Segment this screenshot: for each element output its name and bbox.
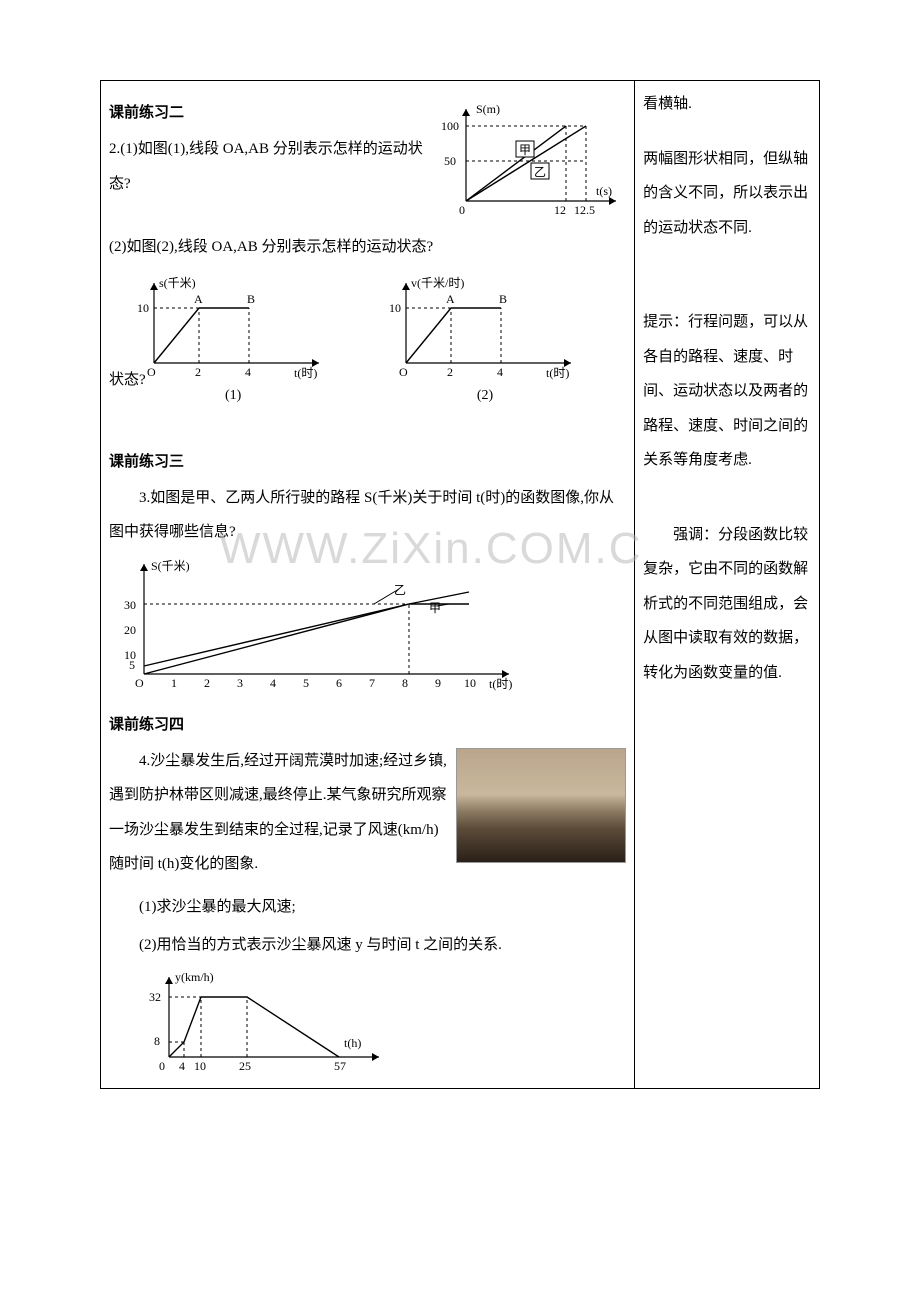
chart-top-s-m: S(m) t(s) 50 100 12 12.5 0 甲 乙: [436, 101, 626, 221]
svg-text:O: O: [147, 365, 156, 379]
axis-label-x: t(s): [596, 184, 612, 198]
svg-text:10: 10: [464, 676, 476, 690]
q-2-2: (2)如图(2),线段 OA,AB 分别表示怎样的运动状态?: [109, 230, 626, 265]
svg-text:25: 25: [239, 1059, 251, 1073]
svg-text:4: 4: [179, 1059, 185, 1073]
chart-s4: y(km/h) t(h) 0 4 10 25 57 8 32: [139, 967, 399, 1077]
side-note-1: 看横轴.: [643, 87, 811, 122]
svg-text:32: 32: [149, 990, 161, 1004]
svg-text:30: 30: [124, 598, 136, 612]
svg-text:乙: 乙: [534, 165, 546, 179]
side-note-3: 提示：行程问题，可以从各自的路程、速度、时间、运动状态以及两者的路程、速度、时间…: [643, 305, 811, 478]
axis-label-y: S(m): [476, 102, 500, 116]
main-layout-table: S(m) t(s) 50 100 12 12.5 0 甲 乙: [100, 80, 820, 1089]
svg-text:7: 7: [369, 676, 375, 690]
svg-text:甲: 甲: [429, 601, 441, 615]
chart-pair-right: v(千米/时) t(时) O 10 2 4 A B: [361, 273, 591, 383]
svg-text:甲: 甲: [519, 143, 531, 157]
svg-text:t(时): t(时): [546, 366, 569, 380]
x-ticks: 1 2 3 4 5 6 7 8 9 10: [171, 676, 476, 690]
chart-s3: S(千米) t(时) O 5 10 20 30 1 2 3 4 5 6 7 8 9 10 乙: [109, 554, 529, 694]
svg-text:100: 100: [441, 119, 459, 133]
svg-text:y(km/h): y(km/h): [175, 970, 214, 984]
svg-text:0: 0: [159, 1059, 165, 1073]
svg-text:t(时): t(时): [489, 677, 512, 691]
svg-text:9: 9: [435, 676, 441, 690]
q-3: 3.如图是甲、乙两人所行驶的路程 S(千米)关于时间 t(时)的函数图像,你从图…: [109, 481, 626, 550]
section-4-title: 课前练习四: [109, 713, 626, 734]
svg-text:B: B: [499, 292, 507, 306]
svg-text:4: 4: [497, 365, 503, 379]
svg-text:10: 10: [124, 648, 136, 662]
q-4-1: (1)求沙尘暴的最大风速;: [109, 890, 626, 925]
svg-text:B: B: [247, 292, 255, 306]
fig-caption-1: (1): [109, 388, 357, 404]
svg-text:4: 4: [245, 365, 251, 379]
svg-text:2: 2: [447, 365, 453, 379]
svg-text:S(千米): S(千米): [151, 559, 190, 573]
svg-text:O: O: [399, 365, 408, 379]
svg-text:O: O: [135, 676, 144, 690]
svg-text:12.5: 12.5: [574, 203, 595, 217]
svg-text:t(h): t(h): [344, 1036, 361, 1050]
svg-text:10: 10: [137, 301, 149, 315]
svg-text:3: 3: [237, 676, 243, 690]
side-note-2: 两幅图形状相同，但纵轴的含义不同，所以表示出的运动状态不同.: [643, 142, 811, 246]
section-3-title: 课前练习三: [109, 450, 626, 471]
svg-text:v(千米/时): v(千米/时): [411, 276, 464, 290]
svg-text:10: 10: [194, 1059, 206, 1073]
svg-text:8: 8: [402, 676, 408, 690]
svg-text:2: 2: [204, 676, 210, 690]
fig-caption-2: (2): [361, 388, 609, 404]
svg-text:50: 50: [444, 154, 456, 168]
svg-text:t(时): t(时): [294, 366, 317, 380]
svg-text:8: 8: [154, 1034, 160, 1048]
svg-text:0: 0: [459, 203, 465, 217]
svg-text:A: A: [194, 292, 203, 306]
svg-text:s(千米): s(千米): [159, 276, 196, 290]
svg-text:1: 1: [171, 676, 177, 690]
svg-text:乙: 乙: [394, 583, 406, 597]
q-4-2: (2)用恰当的方式表示沙尘暴风速 y 与时间 t 之间的关系.: [109, 928, 626, 963]
svg-text:A: A: [446, 292, 455, 306]
svg-text:12: 12: [554, 203, 566, 217]
svg-text:5: 5: [303, 676, 309, 690]
svg-text:4: 4: [270, 676, 276, 690]
svg-text:6: 6: [336, 676, 342, 690]
svg-text:10: 10: [389, 301, 401, 315]
svg-text:20: 20: [124, 623, 136, 637]
side-note-4: 强调：分段函数比较复杂，它由不同的函数解析式的不同范围组成，会从图中读取有效的数…: [643, 518, 811, 691]
svg-text:2: 2: [195, 365, 201, 379]
sandstorm-photo: [456, 748, 626, 863]
trail-text: 状态?: [109, 363, 146, 398]
svg-text:57: 57: [334, 1059, 346, 1073]
